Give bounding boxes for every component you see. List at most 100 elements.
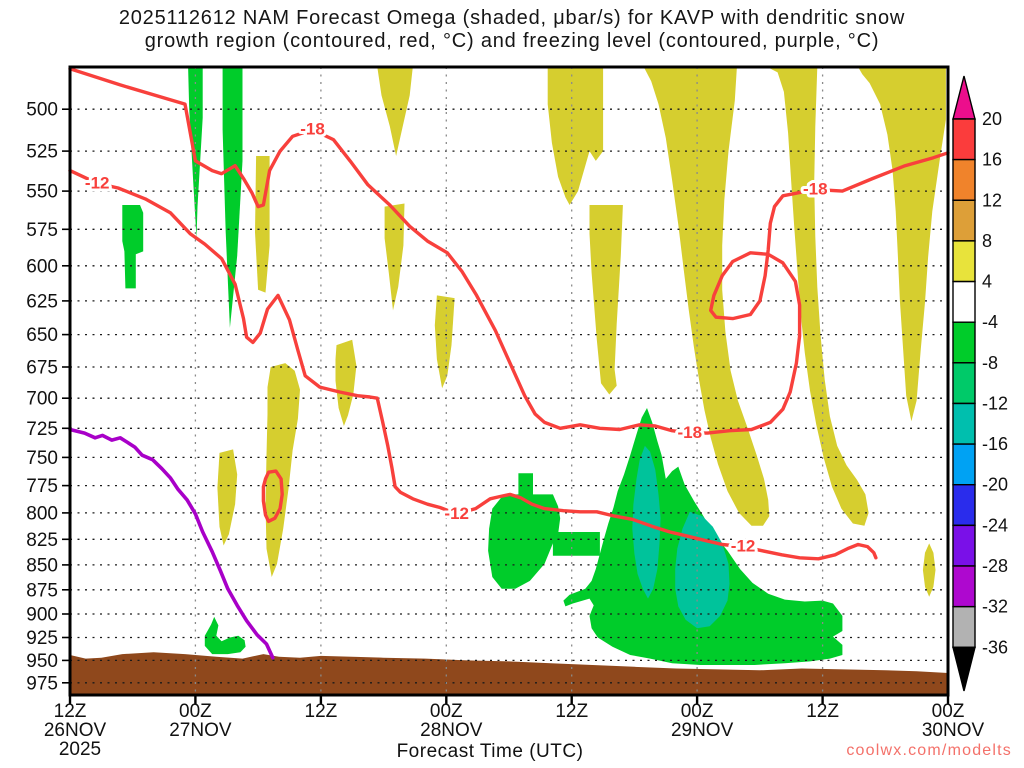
time-label: 30NOV: [922, 720, 985, 741]
shaded-region: [488, 473, 561, 589]
pressure-label: 725: [26, 419, 58, 440]
shaded-region: [858, 67, 946, 422]
shaded-region: [265, 363, 300, 577]
time-label: 00Z: [932, 701, 965, 722]
time-label: 26NOV: [44, 720, 107, 741]
watermark-link[interactable]: coolwx.com/modelts: [846, 742, 1012, 759]
colorbar-segment: [952, 402, 976, 445]
colorbar-segment: [952, 240, 976, 283]
shaded-region: [643, 67, 770, 526]
pressure-label: 900: [26, 605, 58, 626]
colorbar: 20 16 12 8 4 -4 -8 -12 -16 -20 -24 -28 -32 -36: [952, 75, 1008, 692]
shaded-region: [552, 532, 600, 556]
shaded-omega-regions: [122, 67, 946, 665]
shaded-region: [384, 203, 405, 311]
shaded-region: [217, 449, 238, 546]
colorbar-segment: [952, 321, 976, 364]
contour-value-labels: -12 -18 -18 -18 -12 -12: [82, 117, 831, 559]
shaded-region: [589, 205, 623, 395]
pressure-label: 975: [26, 673, 58, 694]
colorbar-label: -32: [982, 597, 1008, 617]
time-label: 12Z: [806, 701, 839, 722]
pressure-label: 825: [26, 530, 58, 551]
colorbar-segment: [952, 362, 976, 405]
colorbar-segment: [952, 280, 976, 323]
x-axis-title: Forecast Time (UTC): [396, 741, 584, 762]
time-label: 28NOV: [420, 720, 483, 741]
time-label: 12Z: [305, 701, 338, 722]
colorbar-label: -20: [982, 475, 1008, 495]
axes-frame: [62, 65, 950, 704]
shaded-region: [377, 67, 413, 156]
pressure-label: 600: [26, 256, 58, 277]
terrain-surface: [70, 652, 948, 695]
colorbar-label: 12: [982, 190, 1002, 210]
colorbar-label: -36: [982, 637, 1008, 657]
shaded-region: [922, 543, 936, 597]
shaded-region: [204, 616, 246, 655]
shaded-region: [222, 67, 243, 328]
pressure-label: 950: [26, 651, 58, 672]
shaded-region: [122, 205, 144, 289]
colorbar-segment: [952, 484, 976, 527]
pressure-label: 775: [26, 476, 58, 497]
contour-value-label: -18: [300, 120, 325, 139]
pressure-label: 575: [26, 220, 58, 241]
time-label: 12Z: [54, 701, 87, 722]
shaded-region: [335, 339, 357, 426]
contour-value-label: -18: [803, 180, 828, 199]
colorbar-segment: [952, 158, 976, 201]
pressure-label: 525: [26, 142, 58, 163]
pressure-label: 925: [26, 628, 58, 649]
pressure-label: 550: [26, 182, 58, 203]
colorbar-label: -8: [982, 353, 998, 373]
colorbar-segment: [952, 565, 976, 608]
chart-title: 2025112612 NAM Forecast Omega (shaded, μ…: [0, 7, 1024, 53]
colorbar-label: 4: [982, 272, 992, 292]
shaded-region: [675, 511, 730, 629]
chart-title-line2: growth region (contoured, red, °C) and f…: [144, 30, 880, 52]
time-label: 12Z: [555, 701, 588, 722]
contour-value-label: -12: [85, 173, 110, 192]
shaded-region: [434, 295, 455, 389]
freezing-level-contour: [68, 427, 275, 660]
red-contour: [261, 469, 284, 524]
pressure-label: 500: [26, 100, 58, 121]
freezing-level: [68, 427, 275, 660]
terrain: [70, 652, 948, 695]
colorbar-segment: [952, 118, 976, 161]
time-label: 00Z: [430, 701, 463, 722]
shaded-region: [632, 445, 661, 599]
time-label: 27NOV: [169, 720, 232, 741]
pressure-label: 700: [26, 389, 58, 410]
dendritic-growth-contours: [68, 67, 950, 561]
plot-frame: [68, 65, 950, 697]
red-contour: [68, 67, 950, 435]
pressure-label: 625: [26, 291, 58, 312]
colorbar-label: 20: [982, 109, 1002, 129]
pressure-label: 875: [26, 580, 58, 601]
colorbar-bottom-arrow: [952, 646, 976, 692]
pressure-label: 800: [26, 503, 58, 524]
time-label: 00Z: [681, 701, 714, 722]
colorbar-segment: [952, 443, 976, 486]
colorbar-label: 16: [982, 150, 1002, 170]
red-contour: [68, 168, 878, 561]
colorbar-label: -4: [982, 312, 998, 332]
colorbar-segment: [952, 199, 976, 242]
chart-title-line1: 2025112612 NAM Forecast Omega (shaded, μ…: [118, 7, 906, 29]
pressure-label: 650: [26, 325, 58, 346]
colorbar-segment: [952, 606, 976, 649]
time-label: 2025: [59, 739, 101, 760]
y-axis-labels: 500 525 550 575 600 625 650 675 700 725 750 775 800 8…: [26, 100, 58, 695]
pressure-label: 750: [26, 448, 58, 469]
pressure-label: 675: [26, 358, 58, 379]
colorbar-label: -12: [982, 394, 1008, 414]
pressure-label: 850: [26, 555, 58, 576]
contour-value-label: -18: [678, 423, 703, 442]
contour-value-label: -12: [731, 537, 756, 556]
colorbar-label: -16: [982, 434, 1008, 454]
shaded-region: [756, 67, 869, 526]
